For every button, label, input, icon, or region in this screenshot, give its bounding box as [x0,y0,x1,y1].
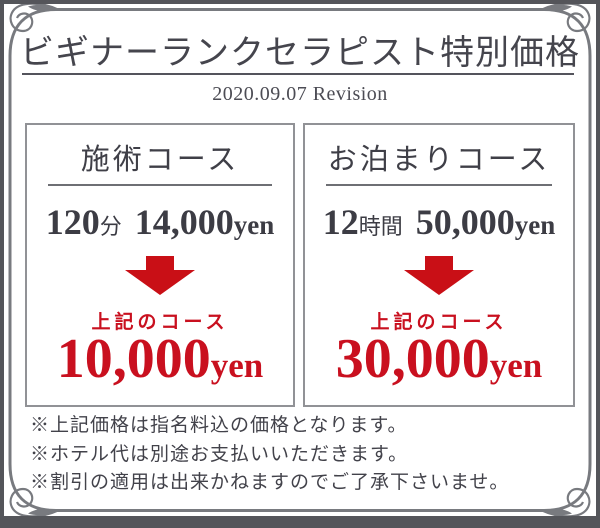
regular-price: 50,000 [415,202,515,242]
special-price-unit: yen [210,346,264,385]
course-duration: 120 [45,202,100,242]
regular-price-line: 12時間 50,000yen [305,201,573,243]
course-name: 施術コース [80,144,240,176]
special-price-unit: yen [489,346,543,385]
regular-price-unit: yen [514,210,556,240]
page-title: ビギナーランクセラピスト特別価格 [20,35,580,72]
footnotes: ※上記価格は指名料込の価格となります。 ※ホテル代は別途お支払いいただきます。 … [30,412,509,498]
course-name: お泊まりコース [327,144,551,176]
special-price-label: 上記のコース [370,312,508,333]
duration-unit: 分 [99,214,122,239]
course-duration: 12 [322,202,359,242]
special-price: 30,000yen [305,330,573,389]
footnote: ※ホテル代は別途お支払いいただきます。 [30,443,409,465]
regular-price-unit: yen [233,210,275,240]
duration-unit: 時間 [358,214,403,239]
course-box-overnight: お泊まりコース 12時間 50,000yen 上記のコース 30,000yen [303,123,575,407]
course-box-treatment: 施術コース 120分 14,000yen 上記のコース 10,000yen [25,123,295,407]
special-price-label: 上記のコース [91,312,229,333]
down-arrow-icon [305,256,573,295]
course-name-underline [326,184,552,186]
down-arrow-icon [27,256,293,295]
special-price-value: 10,000 [56,328,211,390]
footnote: ※上記価格は指名料込の価格となります。 [30,415,408,436]
regular-price: 14,000 [134,202,234,242]
footnote: ※割引の適用は出来かねますのでご了承下さいませ。 [30,472,510,493]
title-underline [22,73,574,75]
special-price: 10,000yen [27,330,293,389]
course-name-underline [48,184,272,186]
special-price-value: 30,000 [335,328,490,390]
revision-date: 2020.09.07 Revision [212,83,388,105]
regular-price-line: 120分 14,000yen [27,201,293,243]
